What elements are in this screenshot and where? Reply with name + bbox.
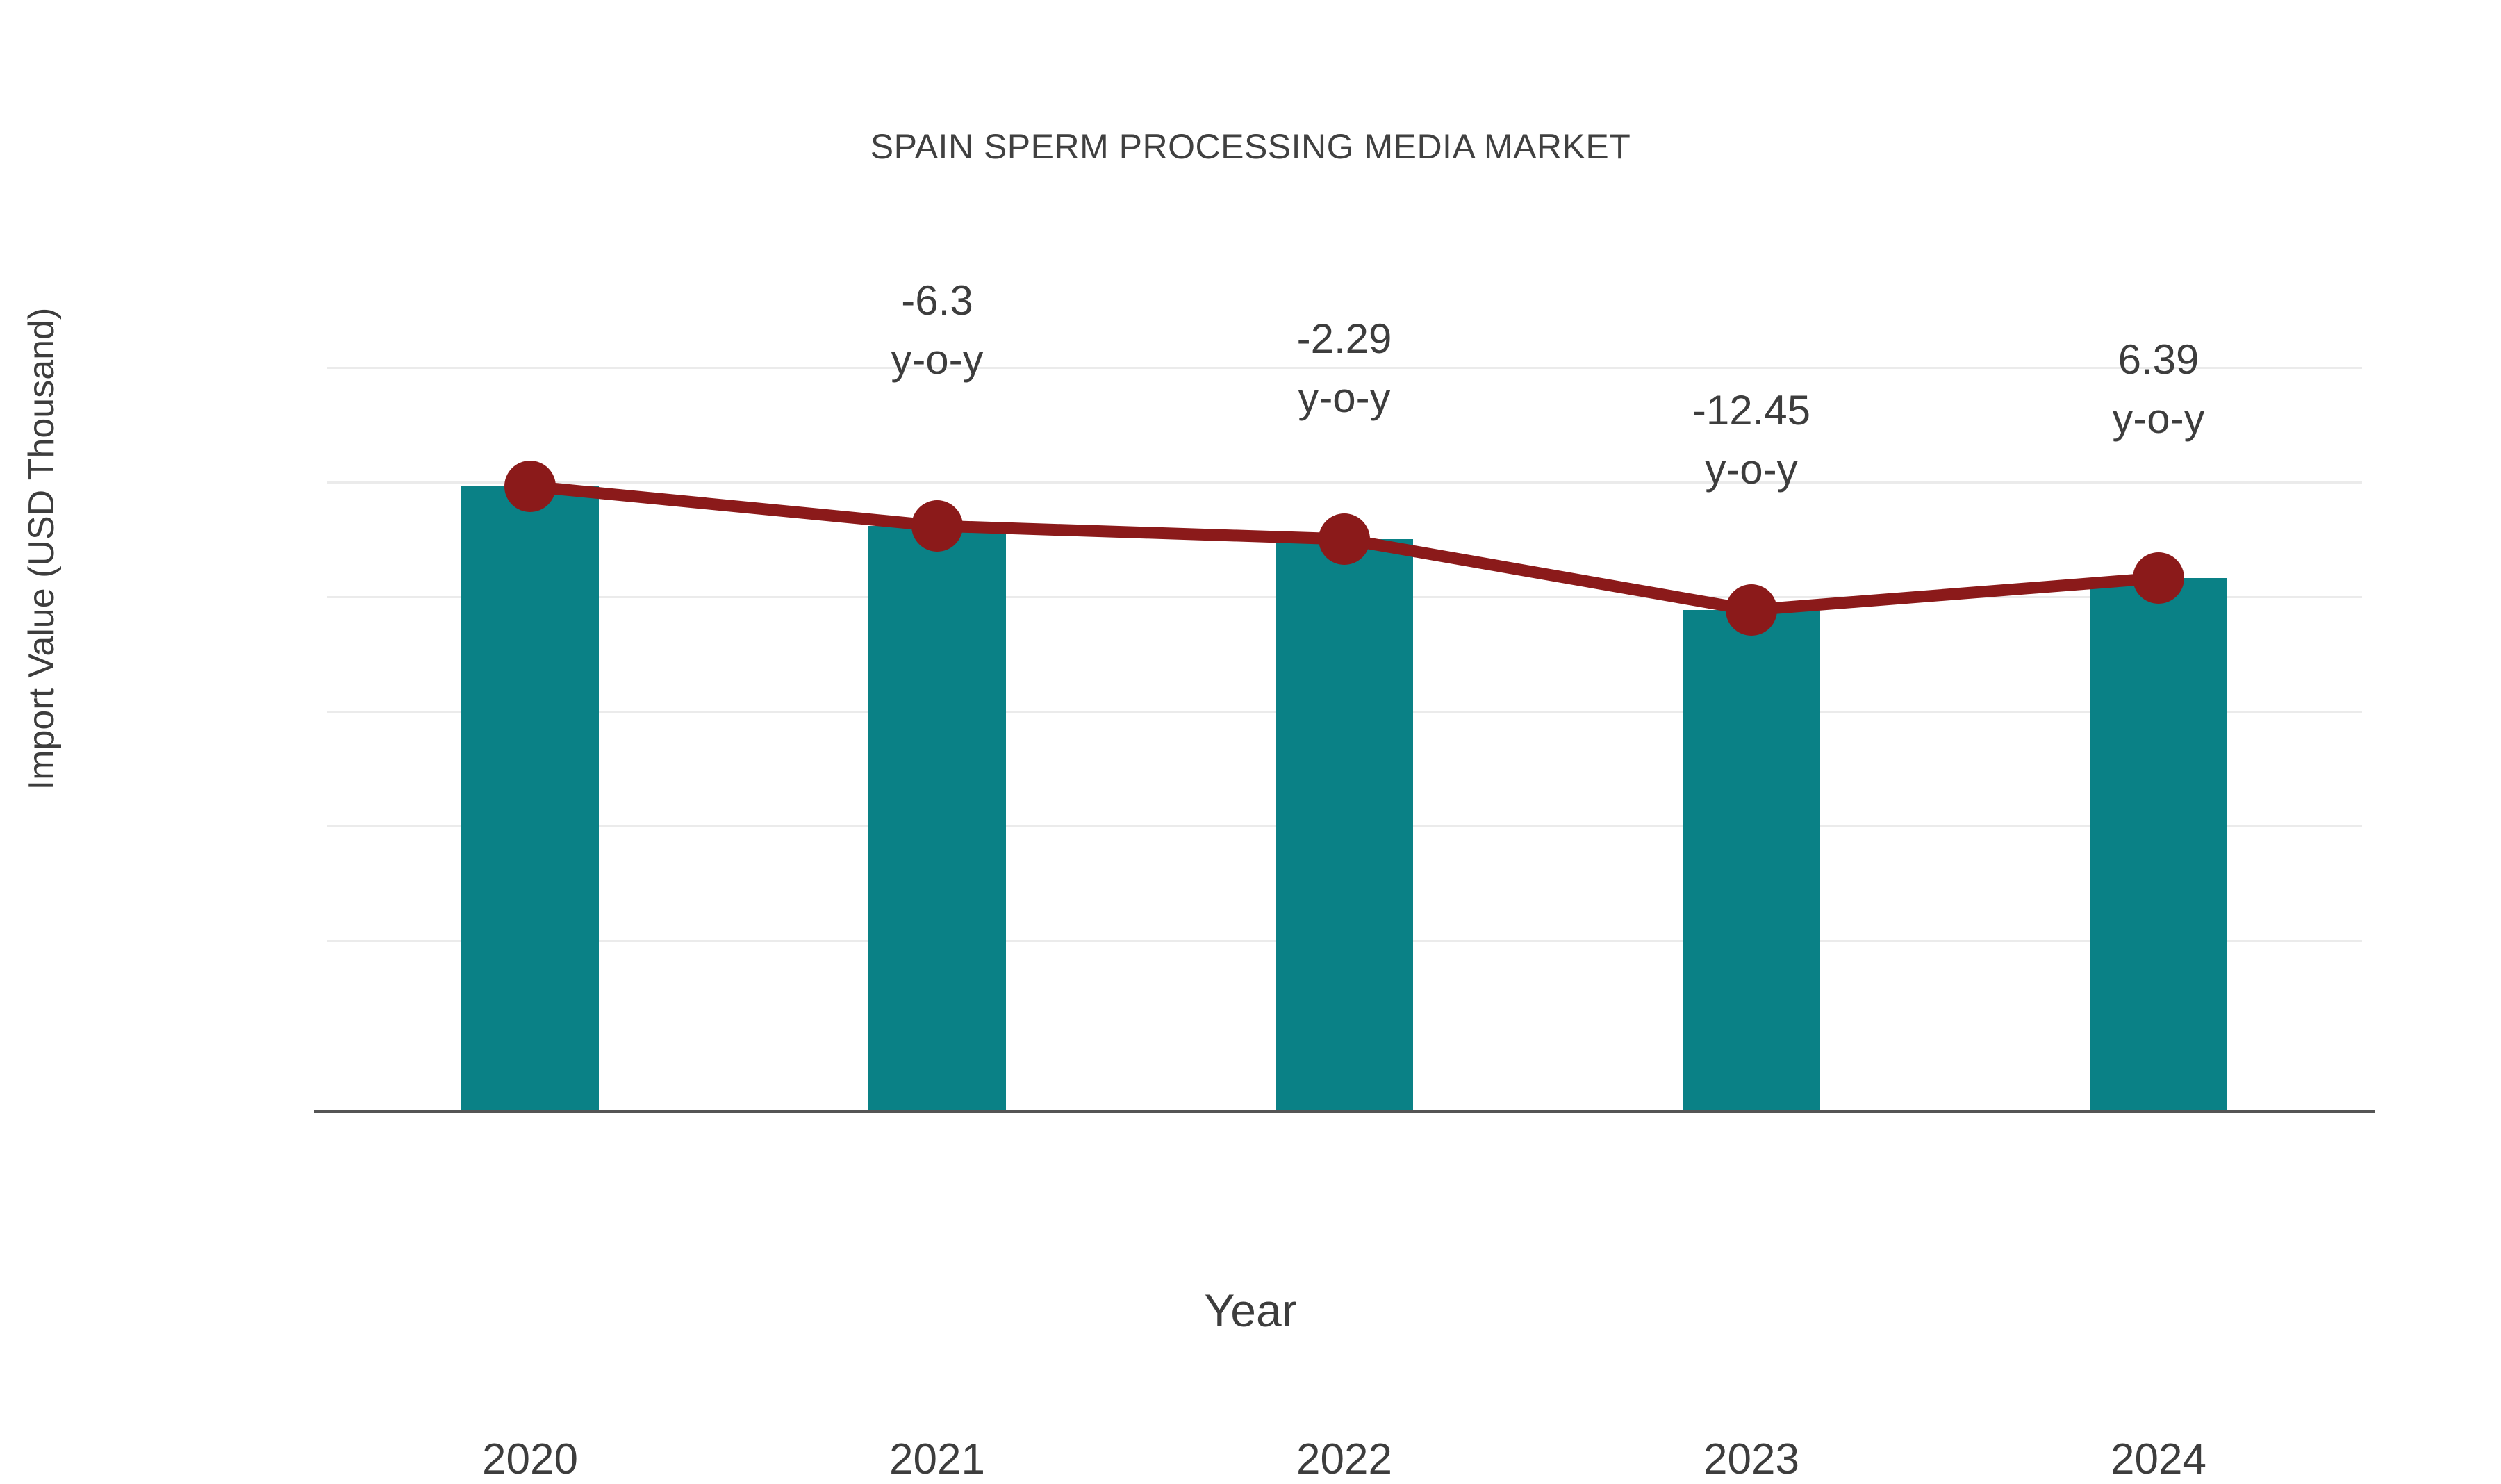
x-axis-title: Year (1204, 1285, 1297, 1336)
bar-2024[interactable] (2090, 578, 2227, 1110)
bar-2021[interactable] (868, 526, 1006, 1110)
x-tick-label-2024: 2024 (2111, 1435, 2206, 1483)
x-tick-label-2022: 2022 (1296, 1435, 1392, 1483)
chart-title: SPAIN SPERM PROCESSING MEDIA MARKET (870, 127, 1631, 166)
x-tick-label-2023: 2023 (1703, 1435, 1799, 1483)
x-tick-label-2021: 2021 (889, 1435, 985, 1483)
annotation-unit: y-o-y (2112, 395, 2205, 443)
bar-2022[interactable] (1276, 539, 1413, 1110)
bar-2020[interactable] (461, 486, 599, 1110)
annotation-unit: y-o-y (1705, 446, 1798, 493)
x-tick-label-2020: 2020 (482, 1435, 578, 1483)
annotation-2021: -6.3 y-o-y (757, 271, 1118, 389)
plot-area: 120000 100000 80000 60000 40000 20000 0 … (314, 277, 2375, 1483)
annotation-2023: -12.45 y-o-y (1571, 381, 1932, 499)
annotation-unit: y-o-y (1298, 374, 1391, 422)
chart-figure: SPAIN SPERM PROCESSING MEDIA MARKET Impo… (22, 127, 2375, 1483)
annotation-unit: y-o-y (891, 336, 984, 384)
y-axis-title: Import Value (USD Thousand) (22, 307, 62, 791)
annotation-2022: -2.29 y-o-y (1164, 309, 1525, 427)
gridline-100000 (327, 481, 2362, 484)
bar-2023[interactable] (1683, 610, 1820, 1110)
annotation-value: -12.45 (1692, 387, 1811, 434)
x-axis-line (314, 1110, 2375, 1113)
annotation-value: -2.29 (1296, 315, 1392, 362)
annotation-value: -6.3 (901, 277, 973, 324)
gridline-120000 (327, 367, 2362, 369)
annotation-2024: 6.39 y-o-y (1978, 330, 2339, 448)
annotation-value: 6.39 (2118, 336, 2199, 383)
